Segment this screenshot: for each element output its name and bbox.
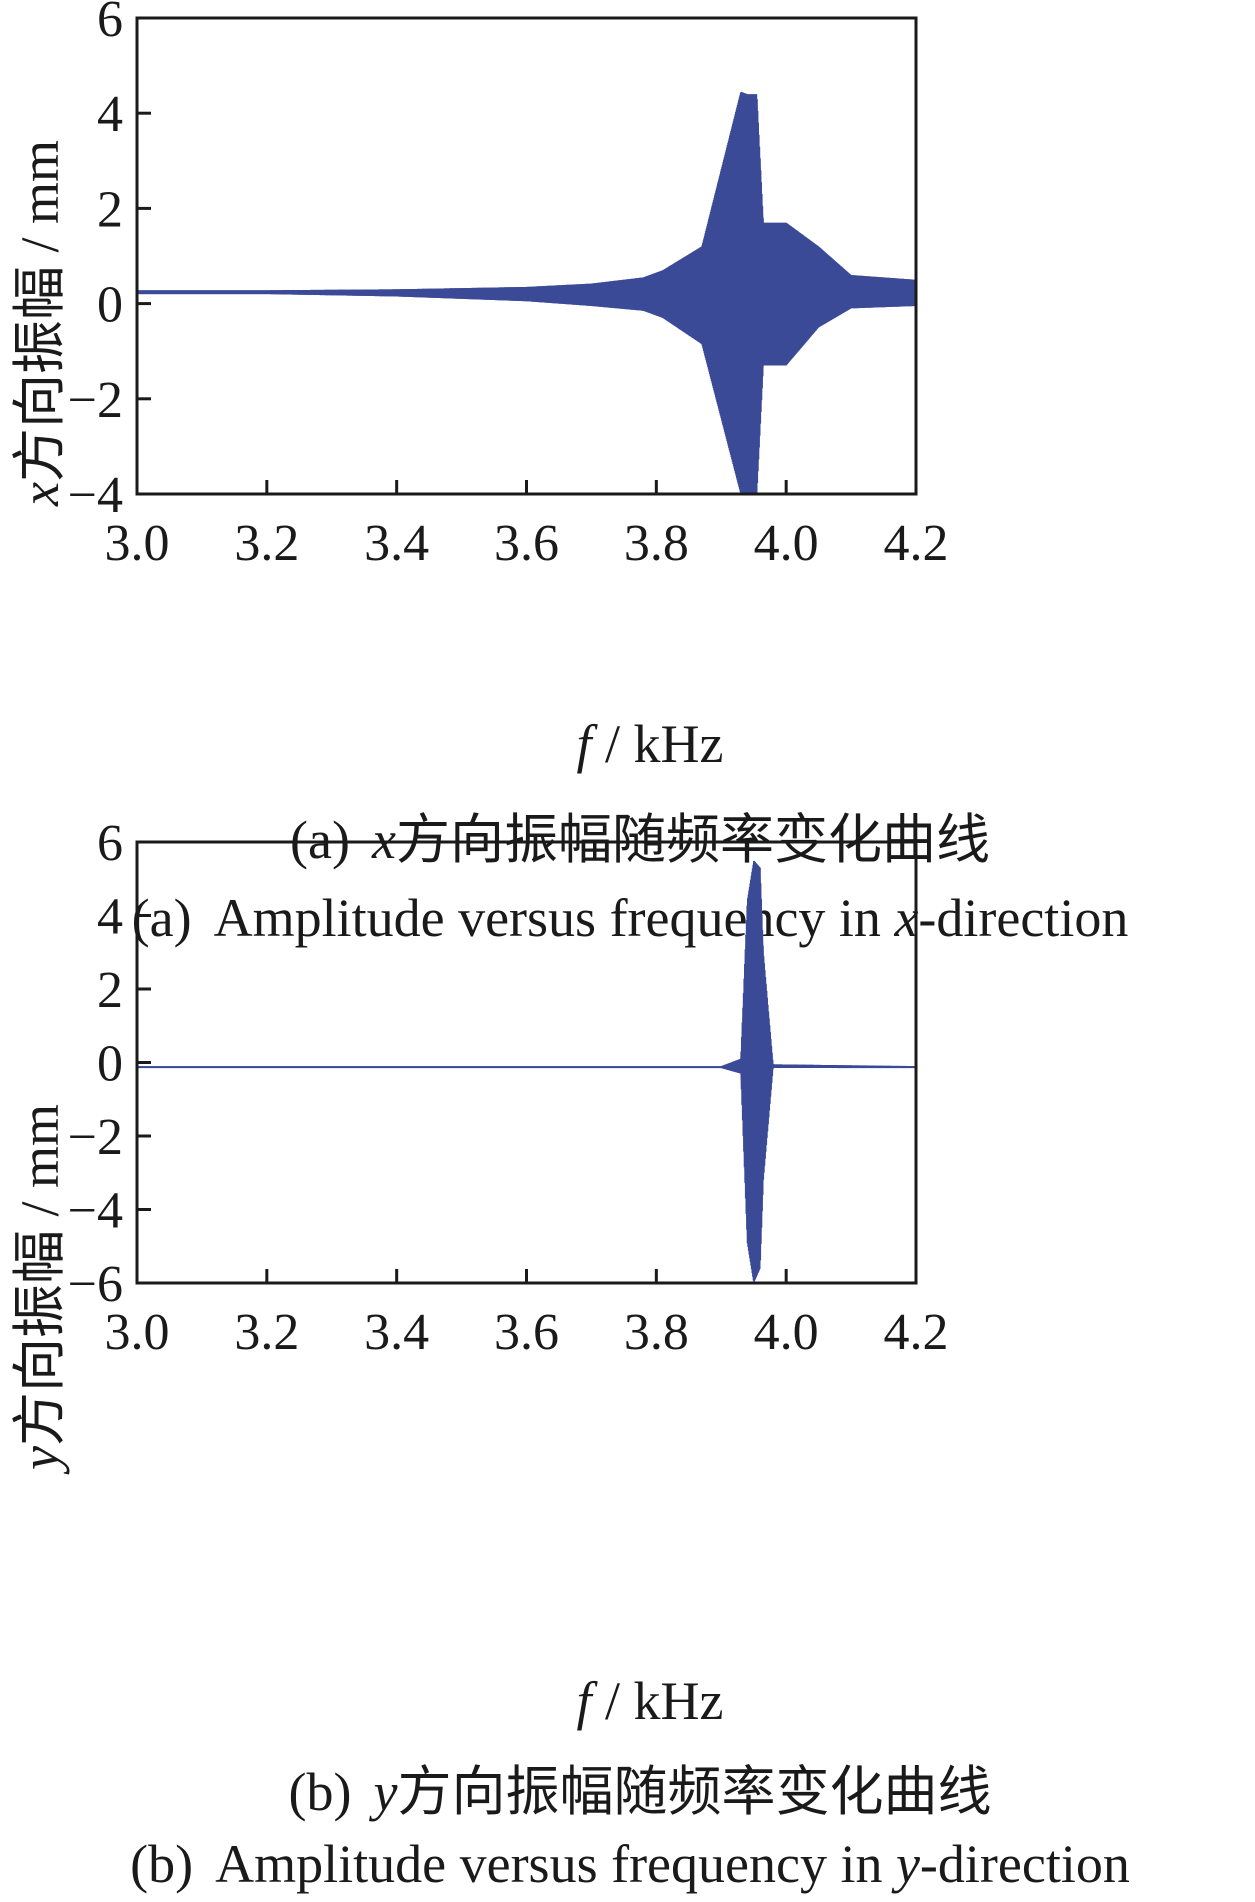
x-tick-label: 4.0 — [754, 1304, 819, 1361]
y-tick-label: 4 — [97, 889, 123, 946]
y-axis-title-b: y方向振幅 / mm — [10, 1104, 70, 1475]
plot-area-a — [135, 16, 918, 496]
series-line-a — [137, 91, 916, 494]
panel-a: 3.0 3.2 3.4 3.6 3.8 4.0 4.2 6 4 2 0 −2 −4 f / kHz x方… — [10, 0, 1128, 948]
x-tick-label: 4.0 — [754, 515, 819, 572]
x-tick-label: 4.2 — [884, 1304, 949, 1361]
y-tick-label: 2 — [97, 962, 123, 1019]
y-tick-label: 4 — [97, 86, 123, 143]
y-tick-label: 2 — [97, 181, 123, 238]
x-tick-label: 3.6 — [494, 515, 559, 572]
series-line-b — [137, 860, 916, 1283]
x-tick-label: 3.2 — [234, 515, 299, 572]
x-tick-label: 3.2 — [234, 1304, 299, 1361]
x-axis-title-a: f / kHz — [577, 714, 724, 774]
caption-cn-b: (b) y方向振幅随频率变化曲线 — [289, 1762, 992, 1822]
ticks-b: 3.0 3.2 3.4 3.6 3.8 4.0 4.2 6 4 2 0 −2 −4 −6 — [68, 815, 949, 1361]
y-tick-label: −6 — [68, 1256, 123, 1313]
x-tick-label: 3.0 — [105, 1304, 170, 1361]
caption-en-b: (b) Amplitude versus frequency in y-direc… — [130, 1834, 1130, 1894]
y-tick-label: −4 — [68, 467, 123, 524]
x-axis-title-b: f / kHz — [577, 1671, 724, 1731]
ticks-a: 3.0 3.2 3.4 3.6 3.8 4.0 4.2 6 4 2 0 −2 −4 — [68, 0, 949, 572]
y-tick-label: −4 — [68, 1183, 123, 1240]
caption-cn-a: (a) x方向振幅随频率变化曲线 — [290, 810, 990, 870]
y-tick-label: 0 — [97, 277, 123, 334]
x-tick-label: 3.8 — [624, 515, 689, 572]
y-axis-title-a: x方向振幅 / mm — [10, 140, 70, 507]
x-tick-label: 3.4 — [364, 515, 429, 572]
x-tick-label: 3.0 — [105, 515, 170, 572]
y-tick-label: 6 — [97, 0, 123, 48]
caption-en-a: (a) Amplitude versus frequency in x-direc… — [132, 888, 1129, 948]
y-tick-label: 0 — [97, 1036, 123, 1093]
x-tick-label: 3.8 — [624, 1304, 689, 1361]
x-tick-label: 4.2 — [884, 515, 949, 572]
y-tick-label: 6 — [97, 815, 123, 872]
x-tick-label: 3.4 — [364, 1304, 429, 1361]
y-tick-label: −2 — [68, 372, 123, 429]
x-tick-label: 3.6 — [494, 1304, 559, 1361]
y-tick-label: −2 — [68, 1109, 123, 1166]
